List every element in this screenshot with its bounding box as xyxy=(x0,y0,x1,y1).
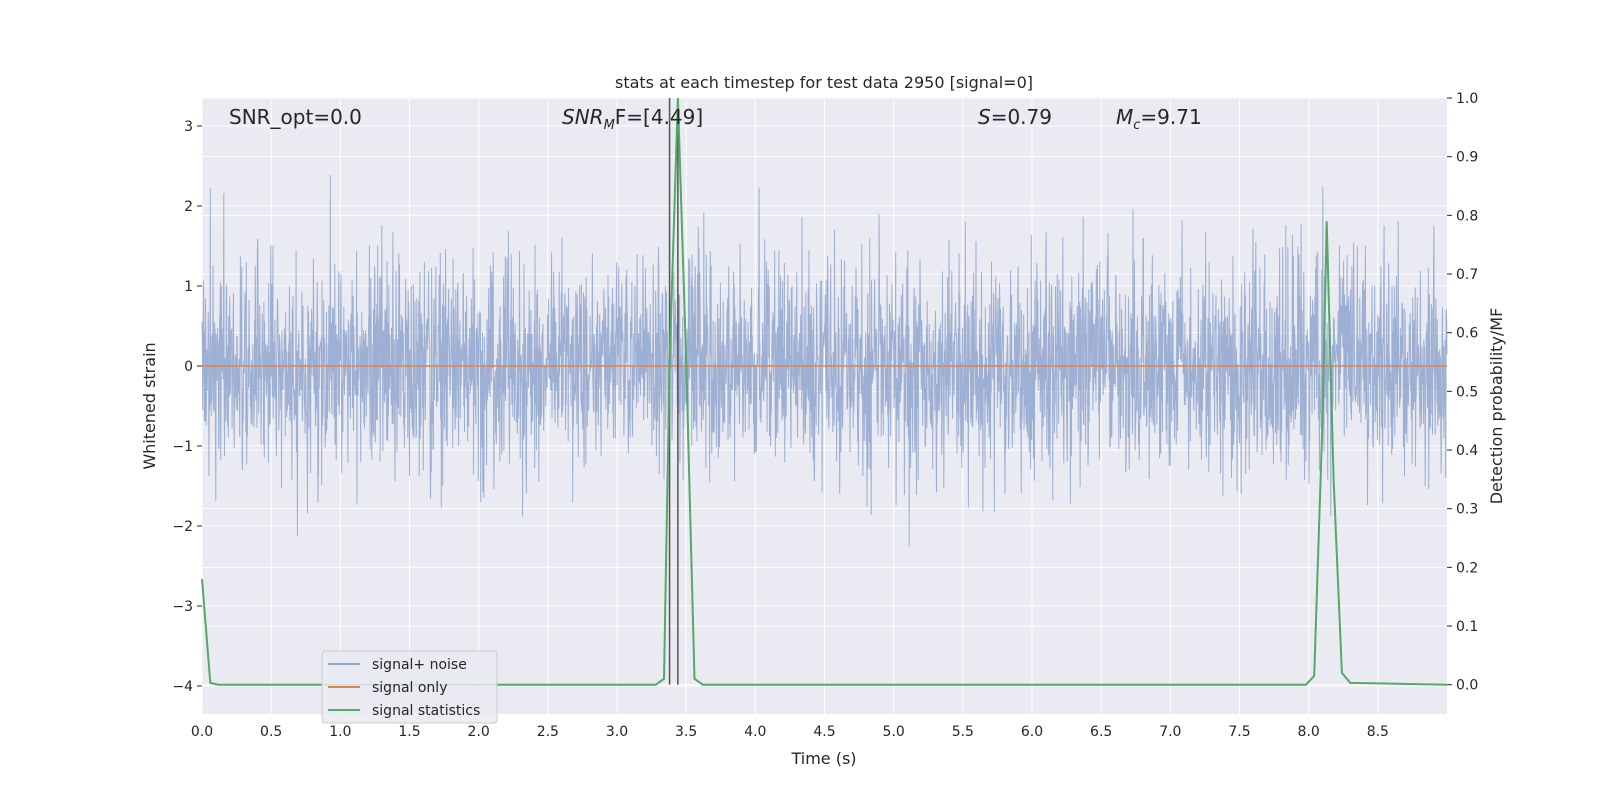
left-y-tick-label: −2 xyxy=(172,519,193,535)
noise-series xyxy=(201,175,1448,547)
snr-mf-sub: M xyxy=(604,118,615,133)
x-tick-label: 7.0 xyxy=(1159,724,1181,740)
signal-statistics-line xyxy=(201,97,1448,686)
right-y-tick-label: 0.7 xyxy=(1456,267,1478,283)
noise-line xyxy=(201,175,1448,547)
legend-label-noise: signal+ noise xyxy=(372,657,467,673)
left-y-tick-label: 0 xyxy=(184,359,193,375)
right-y-tick-label: 0.1 xyxy=(1456,619,1478,635)
legend: signal+ noise signal only signal statist… xyxy=(321,650,498,724)
right-y-tick-label: 0.4 xyxy=(1456,443,1478,459)
right-y-tick-label: 1.0 xyxy=(1456,91,1478,107)
right-y-axis-label: Detection probability/MF xyxy=(1487,308,1506,505)
legend-box xyxy=(321,650,498,724)
x-tick-label: 1.0 xyxy=(329,724,351,740)
left-y-tick-label: 1 xyxy=(184,279,193,295)
x-tick-label: 4.5 xyxy=(813,724,835,740)
x-tick-label: 8.0 xyxy=(1298,724,1320,740)
right-y-tick-label: 0.2 xyxy=(1456,560,1478,576)
x-tick-label: 2.0 xyxy=(468,724,490,740)
x-tick-label: 4.0 xyxy=(744,724,766,740)
s-label: S xyxy=(978,105,991,129)
right-y-tick-label: 0.8 xyxy=(1456,208,1478,224)
x-tick-label: 1.5 xyxy=(398,724,420,740)
left-y-axis-ticks: 3 2 1 0 −1 −2 −3 −4 xyxy=(172,119,202,695)
x-tick-label: 7.5 xyxy=(1228,724,1250,740)
x-tick-label: 3.5 xyxy=(675,724,697,740)
mc-annotation: Mc=9.71 xyxy=(1116,105,1202,133)
left-y-axis-label: Whitened strain xyxy=(140,342,159,469)
snr-opt-annotation: SNR_opt=0.0 xyxy=(229,105,362,129)
left-y-tick-label: −3 xyxy=(172,599,193,615)
x-tick-label: 6.0 xyxy=(1021,724,1043,740)
right-y-tick-label: 0.5 xyxy=(1456,384,1478,400)
s-value: =0.79 xyxy=(991,105,1052,129)
x-tick-label: 6.5 xyxy=(1090,724,1112,740)
right-y-tick-label: 0.6 xyxy=(1456,326,1478,342)
right-y-tick-label: 0.0 xyxy=(1456,678,1478,694)
x-tick-label: 5.0 xyxy=(883,724,905,740)
left-y-tick-label: −1 xyxy=(172,439,193,455)
legend-label-signal: signal only xyxy=(372,680,447,696)
right-y-tick-label: 0.3 xyxy=(1456,502,1478,518)
x-tick-label: 5.5 xyxy=(952,724,974,740)
snr-mf-rest: F=[4.49] xyxy=(615,105,703,129)
snr-mf-base: SNR xyxy=(562,105,604,129)
mc-base: M xyxy=(1116,105,1133,129)
right-y-axis-ticks: 1.0 0.9 0.8 0.7 0.6 0.5 0.4 0.3 0.2 0.1 0.0 xyxy=(1447,91,1478,694)
mc-value: =9.71 xyxy=(1140,105,1201,129)
signal-statistics-series xyxy=(201,97,1448,686)
x-tick-label: 0.5 xyxy=(260,724,282,740)
x-tick-label: 3.0 xyxy=(606,724,628,740)
left-y-tick-label: 3 xyxy=(184,119,193,135)
left-y-tick-label: −4 xyxy=(172,679,193,695)
x-tick-label: 2.5 xyxy=(537,724,559,740)
snr-mf-annotation: SNRMF=[4.49] xyxy=(562,105,703,133)
left-y-tick-label: 2 xyxy=(184,199,193,215)
s-annotation: S=0.79 xyxy=(978,105,1052,129)
right-y-tick-label: 0.9 xyxy=(1456,150,1478,166)
x-tick-label: 8.5 xyxy=(1367,724,1389,740)
mc-sub: c xyxy=(1133,118,1140,133)
chart-title: stats at each timestep for test data 295… xyxy=(615,73,1033,92)
x-axis-ticks: 0.0 0.5 1.0 1.5 2.0 2.5 3.0 3.5 4.0 4.5 5.0 5.5 6.0 6… xyxy=(191,724,1389,740)
x-axis-label: Time (s) xyxy=(790,749,856,768)
x-tick-label: 0.0 xyxy=(191,724,213,740)
legend-label-statistics: signal statistics xyxy=(372,703,480,719)
